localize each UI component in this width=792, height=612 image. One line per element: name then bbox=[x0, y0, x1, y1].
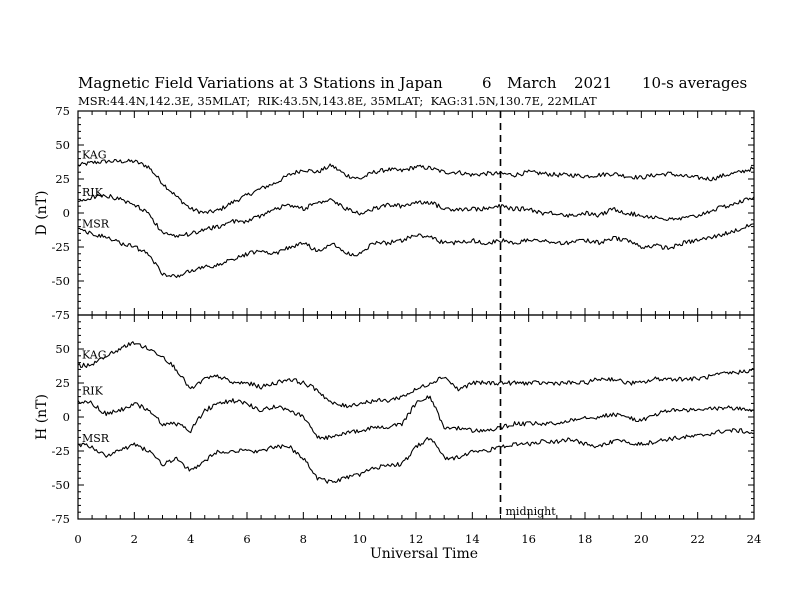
x-tick-label: 6 bbox=[243, 532, 250, 546]
x-tick-label: 2 bbox=[131, 532, 138, 546]
trace-rik-h bbox=[77, 395, 755, 440]
y-tick-label: -75 bbox=[51, 308, 70, 322]
x-tick-label: 4 bbox=[187, 532, 194, 546]
y-tick-label: -25 bbox=[51, 240, 70, 254]
y-tick-label: 0 bbox=[63, 206, 70, 220]
date-day: 6 bbox=[482, 74, 492, 92]
station-label-msr: MSR bbox=[82, 432, 110, 445]
y-tick-label: 25 bbox=[55, 172, 70, 186]
station-label-rik: RIK bbox=[82, 186, 104, 199]
x-tick-label: 20 bbox=[634, 532, 649, 546]
y-tick-label: 50 bbox=[55, 138, 70, 152]
x-tick-label: 18 bbox=[578, 532, 593, 546]
panel-h-frame bbox=[77, 314, 755, 520]
y-axis-label-h: H (nT) bbox=[34, 394, 50, 440]
x-tick-label: 24 bbox=[747, 532, 762, 546]
station-label-kag: KAG bbox=[82, 148, 107, 161]
x-axis-label: Universal Time bbox=[370, 546, 478, 562]
trace-msr-d bbox=[77, 223, 755, 279]
y-tick-label: -50 bbox=[51, 274, 70, 288]
x-tick-label: 0 bbox=[74, 532, 81, 546]
x-tick-label: 10 bbox=[352, 532, 367, 546]
x-tick-label: 22 bbox=[690, 532, 705, 546]
chart-subtitle: MSR:44.4N,142.3E, 35MLAT; RIK:43.5N,143.… bbox=[78, 94, 597, 108]
chart-title: Magnetic Field Variations at 3 Stations … bbox=[78, 74, 443, 92]
x-tick-label: 16 bbox=[521, 532, 536, 546]
panel-d-frame bbox=[77, 110, 755, 316]
trace-kag-d bbox=[77, 158, 755, 215]
date-month: March bbox=[507, 74, 557, 92]
station-label-msr: MSR bbox=[82, 217, 110, 230]
x-tick-label: 14 bbox=[465, 532, 480, 546]
x-tick-label: 8 bbox=[300, 532, 307, 546]
y-tick-label: 50 bbox=[55, 342, 70, 356]
station-label-kag: KAG bbox=[82, 348, 107, 361]
y-tick-label: 25 bbox=[55, 376, 70, 390]
trace-kag-h bbox=[77, 341, 755, 409]
averaging-label: 10-s averages bbox=[642, 74, 747, 92]
date-year: 2021 bbox=[574, 74, 612, 92]
y-tick-label: 0 bbox=[63, 410, 70, 424]
y-tick-label: -50 bbox=[51, 478, 70, 492]
y-tick-label: -25 bbox=[51, 444, 70, 458]
midnight-label: midnight bbox=[506, 505, 557, 518]
y-tick-label: 75 bbox=[55, 104, 70, 118]
traces-layer: KAG RIK MSR KAG RIK MSR bbox=[77, 148, 755, 484]
y-axis-label-d: D (nT) bbox=[34, 191, 50, 236]
trace-msr-h bbox=[77, 428, 755, 484]
x-tick-label: 12 bbox=[409, 532, 424, 546]
trace-rik-d bbox=[77, 193, 755, 238]
station-label-rik: RIK bbox=[82, 385, 104, 398]
y-tick-label: -75 bbox=[51, 512, 70, 526]
